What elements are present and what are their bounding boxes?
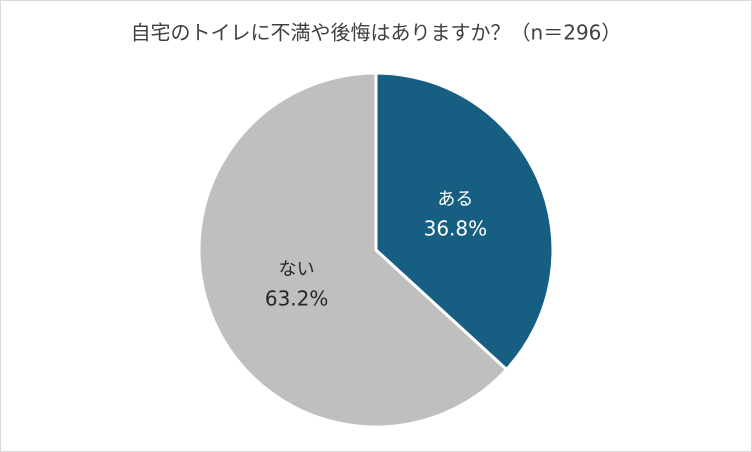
chart-title: 自宅のトイレに不満や後悔はありますか？（n＝296） (131, 21, 622, 45)
pie-slice (197, 71, 509, 429)
slice-category-label: ない (279, 259, 315, 280)
slice-category-label: ある (437, 189, 473, 210)
slice-value-label: 63.2% (265, 286, 329, 310)
pie-slice (374, 71, 555, 372)
slice-value-label: 36.8% (424, 217, 488, 241)
